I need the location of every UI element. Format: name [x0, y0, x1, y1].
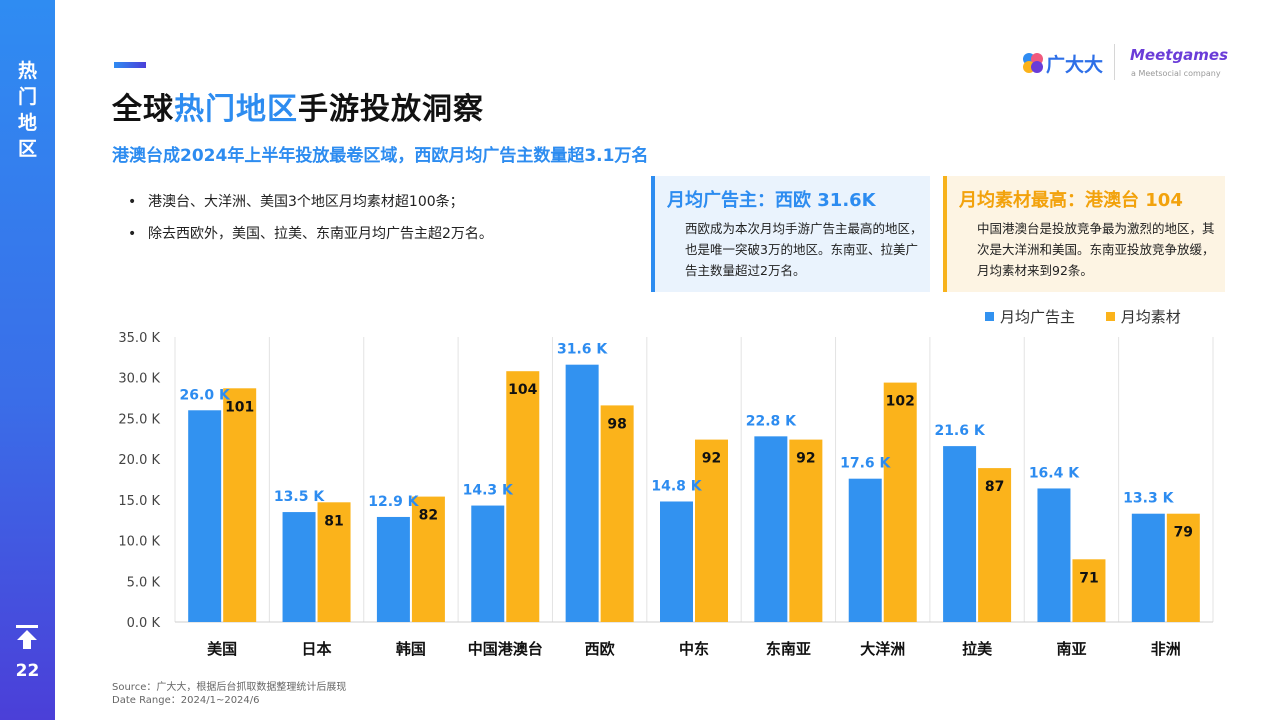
data-label-advertisers: 22.8 K — [746, 413, 797, 429]
data-label-advertisers: 14.3 K — [463, 483, 514, 499]
bar-materials — [600, 405, 634, 622]
data-label-advertisers: 14.8 K — [651, 478, 702, 494]
x-tick-label: 日本 — [302, 640, 332, 658]
y-tick-label: 35.0 K — [118, 331, 160, 346]
x-tick-label: 韩国 — [396, 640, 426, 658]
data-label-materials: 71 — [1079, 570, 1098, 586]
back-to-top-icon[interactable] — [15, 624, 39, 650]
data-label-advertisers: 31.6 K — [557, 342, 608, 358]
data-label-advertisers: 21.6 K — [934, 423, 985, 439]
logo-divider — [1114, 44, 1115, 80]
page-number: 22 — [15, 661, 40, 681]
partner-logo: Meetgames — [1130, 46, 1229, 64]
data-label-materials: 79 — [1174, 525, 1193, 541]
bar-materials — [1166, 513, 1200, 622]
advertiser-card: 月均广告主：西欧 31.6K 西欧成为本次月均手游广告主最高的地区，也是唯一突破… — [651, 176, 930, 292]
bullet-list: 港澳台、大洋洲、美国3个地区月均素材超100条； 除去西欧外，美国、拉美、东南亚… — [128, 192, 493, 256]
bar-materials — [317, 502, 351, 622]
x-tick-label: 中东 — [679, 640, 709, 658]
brand-logo-icon — [1023, 53, 1043, 73]
source-note: Source：广大大，根据后台抓取数据整理统计后展现 Date Range：20… — [112, 681, 346, 707]
data-label-advertisers: 16.4 K — [1029, 465, 1080, 481]
bar-advertisers — [848, 478, 882, 622]
x-tick-label: 东南亚 — [766, 640, 811, 658]
y-tick-label: 15.0 K — [118, 494, 160, 509]
x-tick-label: 中国港澳台 — [468, 640, 543, 658]
bar-advertisers — [471, 505, 505, 622]
title-highlight: 热门地区 — [174, 92, 298, 127]
bar-advertisers — [188, 410, 222, 622]
data-label-materials: 101 — [225, 399, 254, 415]
section-label: 热 门 地 区 — [17, 60, 37, 160]
partner-logo-sub: a Meetsocial company — [1131, 69, 1221, 78]
bar-advertisers — [1131, 513, 1165, 622]
date-range-line: Date Range：2024/1~2024/6 — [112, 695, 260, 706]
data-label-materials: 82 — [419, 508, 438, 524]
bar-materials — [506, 371, 540, 622]
y-tick-label: 25.0 K — [118, 412, 160, 427]
bar-advertisers — [943, 446, 977, 622]
x-tick-label: 非洲 — [1151, 640, 1181, 658]
data-label-materials: 102 — [886, 394, 915, 410]
bar-advertisers — [660, 501, 693, 622]
card-body: 西欧成为本次月均手游广告主最高的地区，也是唯一突破3万的地区。东南亚、拉美广告主… — [685, 221, 923, 278]
bar-advertisers — [376, 516, 410, 622]
data-label-materials: 92 — [702, 451, 721, 467]
bar-materials — [223, 388, 257, 622]
source-line: Source：广大大，根据后台抓取数据整理统计后展现 — [112, 682, 347, 693]
bullet-item: 港澳台、大洋洲、美国3个地区月均素材超100条； — [128, 192, 493, 224]
material-card: 月均素材最高：港澳台 104 中国港澳台是投放竞争最为激烈的地区，其次是大洋洲和… — [943, 176, 1225, 292]
x-tick-label: 南亚 — [1056, 640, 1086, 658]
x-tick-label: 大洋洲 — [860, 640, 905, 658]
data-label-materials: 98 — [607, 416, 626, 432]
bar-materials — [789, 439, 823, 622]
data-label-advertisers: 26.0 K — [180, 387, 231, 403]
data-label-advertisers: 12.9 K — [368, 494, 419, 510]
data-label-materials: 81 — [324, 513, 343, 529]
y-tick-label: 0.0 K — [127, 616, 161, 631]
bullet-item: 除去西欧外，美国、拉美、东南亚月均广告主超2万名。 — [128, 224, 493, 256]
data-label-materials: 104 — [508, 382, 537, 398]
y-tick-label: 5.0 K — [127, 575, 161, 590]
sidebar: 热 门 地 区 22 — [0, 0, 55, 720]
page-subtitle: 港澳台成2024年上半年投放最卷区域，西欧月均广告主数量超3.1万名 — [112, 146, 649, 166]
card-body: 中国港澳台是投放竞争最为激烈的地区，其次是大洋洲和美国。东南亚投放竞争放缓，月均… — [977, 221, 1215, 278]
bar-materials — [883, 382, 917, 622]
x-tick-label: 西欧 — [585, 640, 615, 658]
title-accent-bar — [114, 62, 146, 68]
data-label-advertisers: 13.5 K — [274, 489, 325, 505]
page-title: 全球热门地区手游投放洞察 — [112, 92, 484, 127]
y-tick-label: 10.0 K — [118, 535, 160, 550]
data-label-materials: 87 — [985, 479, 1004, 495]
bar-advertisers — [754, 436, 788, 622]
bar-advertisers — [282, 512, 316, 622]
chart-legend: 月均广告主 月均素材 — [985, 306, 1207, 327]
bar-materials — [695, 439, 728, 622]
legend-materials: 月均素材 — [1105, 306, 1181, 327]
x-tick-label: 拉美 — [962, 640, 993, 658]
bar-advertisers — [565, 364, 599, 622]
bar-advertisers — [1037, 488, 1071, 622]
legend-advertisers: 月均广告主 — [985, 306, 1075, 327]
data-label-materials: 92 — [796, 451, 815, 467]
x-tick-label: 美国 — [207, 640, 237, 658]
bar-materials — [411, 496, 445, 622]
bar-materials — [978, 468, 1012, 622]
data-label-advertisers: 13.3 K — [1123, 491, 1174, 507]
data-label-advertisers: 17.6 K — [840, 456, 891, 472]
card-title: 月均广告主：西欧 31.6K — [667, 190, 876, 211]
card-title: 月均素材最高：港澳台 104 — [959, 190, 1183, 211]
y-tick-label: 30.0 K — [118, 372, 160, 387]
brand-logo-text: 广大大 — [1046, 54, 1104, 76]
y-tick-label: 20.0 K — [118, 453, 160, 468]
bar-materials — [1072, 559, 1106, 622]
